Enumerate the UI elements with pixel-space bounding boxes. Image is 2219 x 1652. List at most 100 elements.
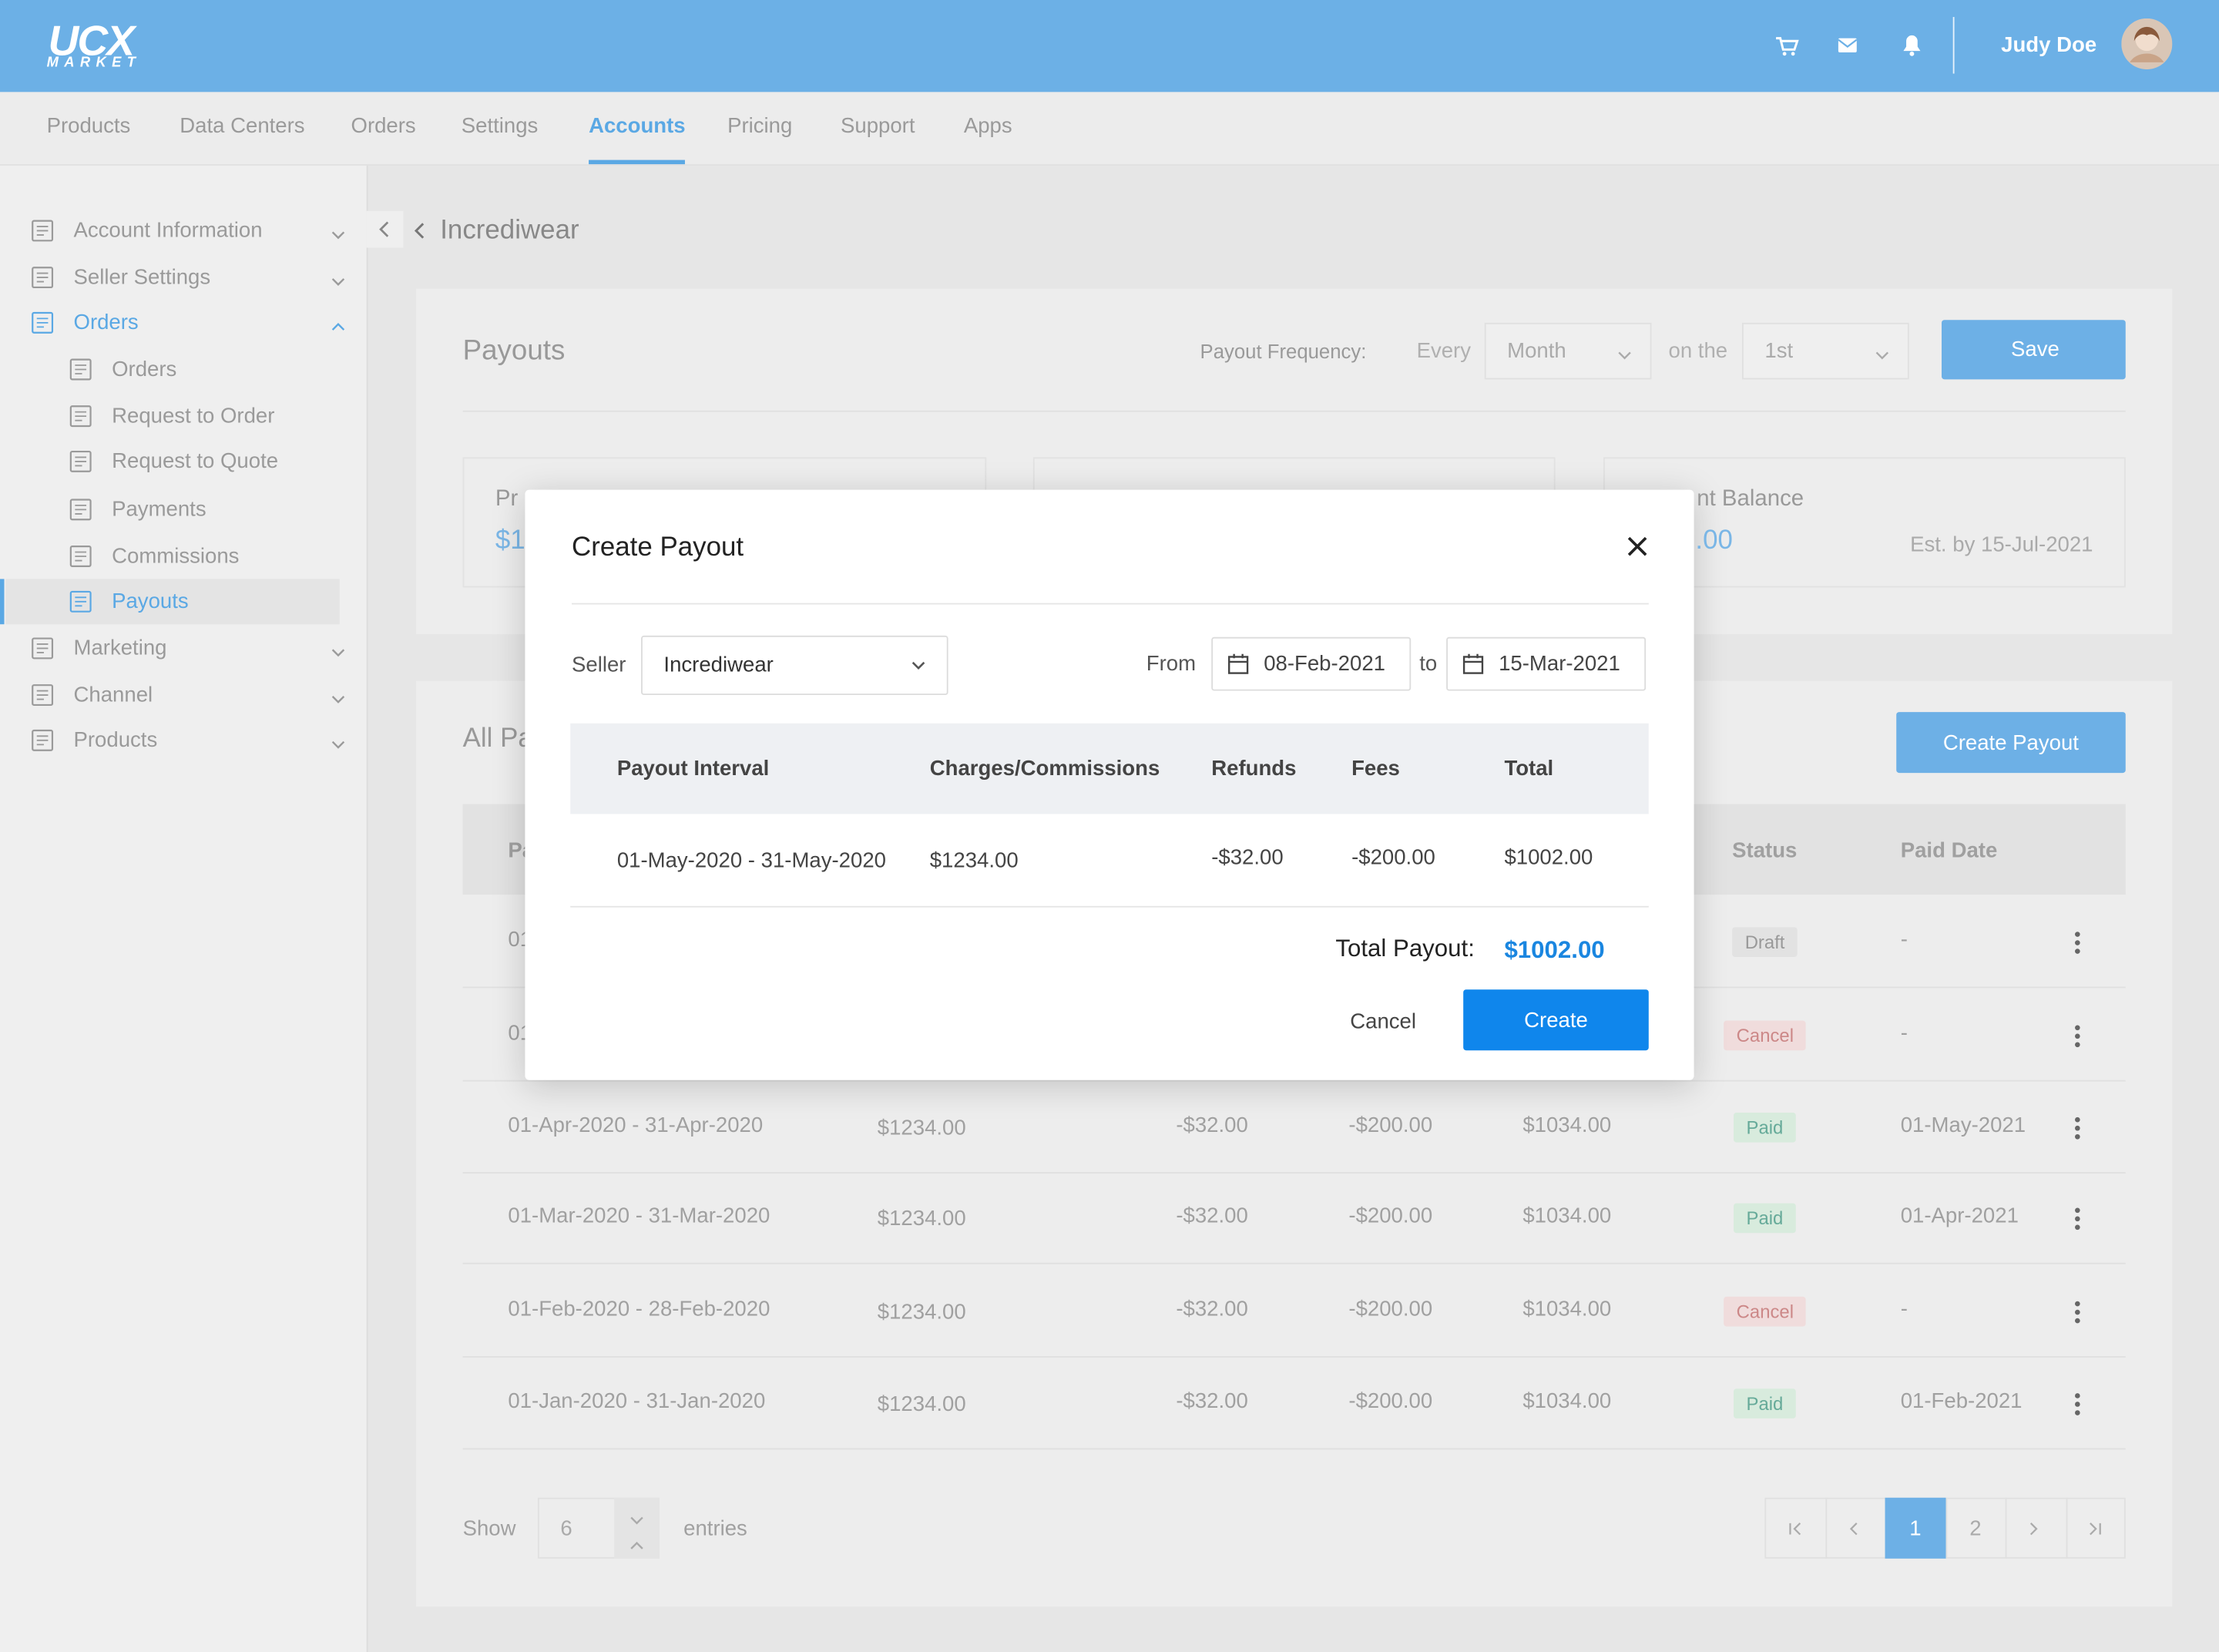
cell: $1034.00 [1522,1389,1612,1414]
create-label[interactable]: Create [1524,1008,1588,1033]
cell: -$200.00 [1348,1297,1433,1322]
nav-item[interactable]: Orders [351,113,416,139]
cell: $1234.00 [877,1300,966,1325]
row-divider [462,1080,2126,1082]
modal-cell: -$32.00 [1211,845,1284,870]
card-value: $1 [495,525,525,556]
row-menu [2072,1300,2083,1325]
cell: - [1900,1021,1908,1046]
cell: -$32.00 [1176,1204,1248,1228]
status-badge: Draft [1732,927,1798,957]
sidebar-item[interactable]: Payouts [112,589,189,614]
modal-cell: 01-May-2020 - 31-May-2020 [616,848,886,873]
close-button[interactable] [1625,534,1650,559]
page-number[interactable]: 1 [1909,1516,1922,1541]
modal-column-header: Refunds [1211,756,1297,781]
sidebar-icon [68,589,93,614]
cell: 01-Mar-2020 - 31-Mar-2020 [508,1204,770,1228]
header-icons[interactable] [1769,29,1939,62]
nav-item[interactable]: Products [46,113,131,139]
sidebar-item[interactable]: Account Information [73,218,263,243]
nav-item[interactable]: Support [841,113,915,139]
cell: -$32.00 [1176,1389,1248,1414]
modal-column-header: Payout Interval [616,756,770,781]
page-nav-icon [2086,1519,2106,1539]
page-nav[interactable] [2005,1497,2066,1559]
chevron [911,661,925,670]
cell: -$200.00 [1348,1204,1433,1228]
page-nav[interactable] [1825,1497,1885,1559]
nav-item[interactable]: Settings [461,113,539,139]
logo-sub: MARKET [46,55,142,71]
create-payout-button[interactable] [1896,712,2126,774]
modal-column-header: Fees [1351,756,1400,781]
chevron [330,223,347,240]
cancel-button[interactable]: Cancel [1350,1009,1417,1035]
page-nav-icon [1785,1519,1805,1539]
collapse-button[interactable] [366,210,404,248]
sidebar-item[interactable]: Products [73,728,158,753]
nav-item[interactable]: Pricing [727,113,793,139]
label: to [1419,652,1438,677]
sidebar-item[interactable]: Marketing [73,636,167,661]
chevron [1874,344,1891,360]
page-nav-icon [1845,1519,1865,1539]
modal-cell: $1002.00 [1504,845,1593,870]
label: Payout Frequency: [1200,339,1367,363]
nav-item[interactable]: Data Centers [180,113,305,139]
modal-table-header [570,723,1649,814]
label: entries [683,1516,747,1541]
divider [1952,17,1955,74]
sidebar-item[interactable]: Payments [112,497,206,522]
cell: -$32.00 [1176,1113,1248,1138]
nav-item[interactable]: Accounts [589,113,686,139]
panel-title: Payouts [462,335,566,367]
page-button[interactable] [1885,1497,1945,1559]
day-select[interactable] [1742,322,1909,380]
label: Show [462,1516,516,1541]
status-badge: Paid [1733,1113,1796,1143]
cell: 01-Apr-2020 - 31-Apr-2020 [508,1113,764,1138]
card-label: Pr [495,486,519,512]
sidebar-item[interactable]: Channel [73,683,153,707]
sidebar-active-bar [0,579,5,625]
create-payout-label: Create Payout [1942,730,2079,756]
to-date[interactable] [1446,636,1647,691]
from-date[interactable] [1211,636,1412,691]
chevron [629,1509,646,1525]
nav-bar [0,92,2219,166]
avatar[interactable] [2121,18,2173,70]
row-divider [462,1172,2126,1174]
sidebar-item[interactable]: Seller Settings [73,265,211,290]
calendar-icon [1228,653,1249,674]
cell: -$32.00 [1176,1297,1248,1322]
row-menu [2072,930,2083,955]
row-menu [2072,1206,2083,1231]
sidebar-item[interactable]: Commissions [112,544,240,569]
label: Every [1416,339,1471,364]
page-button[interactable] [1945,1497,2006,1559]
cell: $1034.00 [1522,1113,1612,1138]
date-value[interactable]: 08-Feb-2021 [1264,652,1385,677]
sidebar-item[interactable]: Request to Order [112,404,275,428]
day-value: 1st [1764,339,1794,364]
status-badge: Paid [1733,1203,1796,1234]
save-button[interactable] [1941,320,2126,380]
create-button[interactable] [1463,989,1649,1051]
modal-column-header: Total [1504,756,1554,781]
sidebar-item[interactable]: Orders [73,311,139,335]
nav-item[interactable]: Apps [963,113,1012,139]
sidebar-item[interactable]: Orders [112,357,177,382]
back-icon[interactable] [411,220,431,242]
period-select[interactable] [1484,322,1652,380]
row-menu [2072,1023,2083,1049]
seller-value[interactable]: Incrediwear [663,653,774,678]
sidebar-icon [68,448,93,474]
date-value[interactable]: 15-Mar-2021 [1499,652,1620,677]
page-nav[interactable] [2065,1497,2126,1559]
user-name[interactable]: Judy Doe [2001,33,2097,58]
seller-select[interactable] [641,635,948,696]
page-number[interactable]: 2 [1969,1516,1982,1541]
chevron [1616,344,1633,360]
sidebar-item[interactable]: Request to Quote [112,449,279,474]
